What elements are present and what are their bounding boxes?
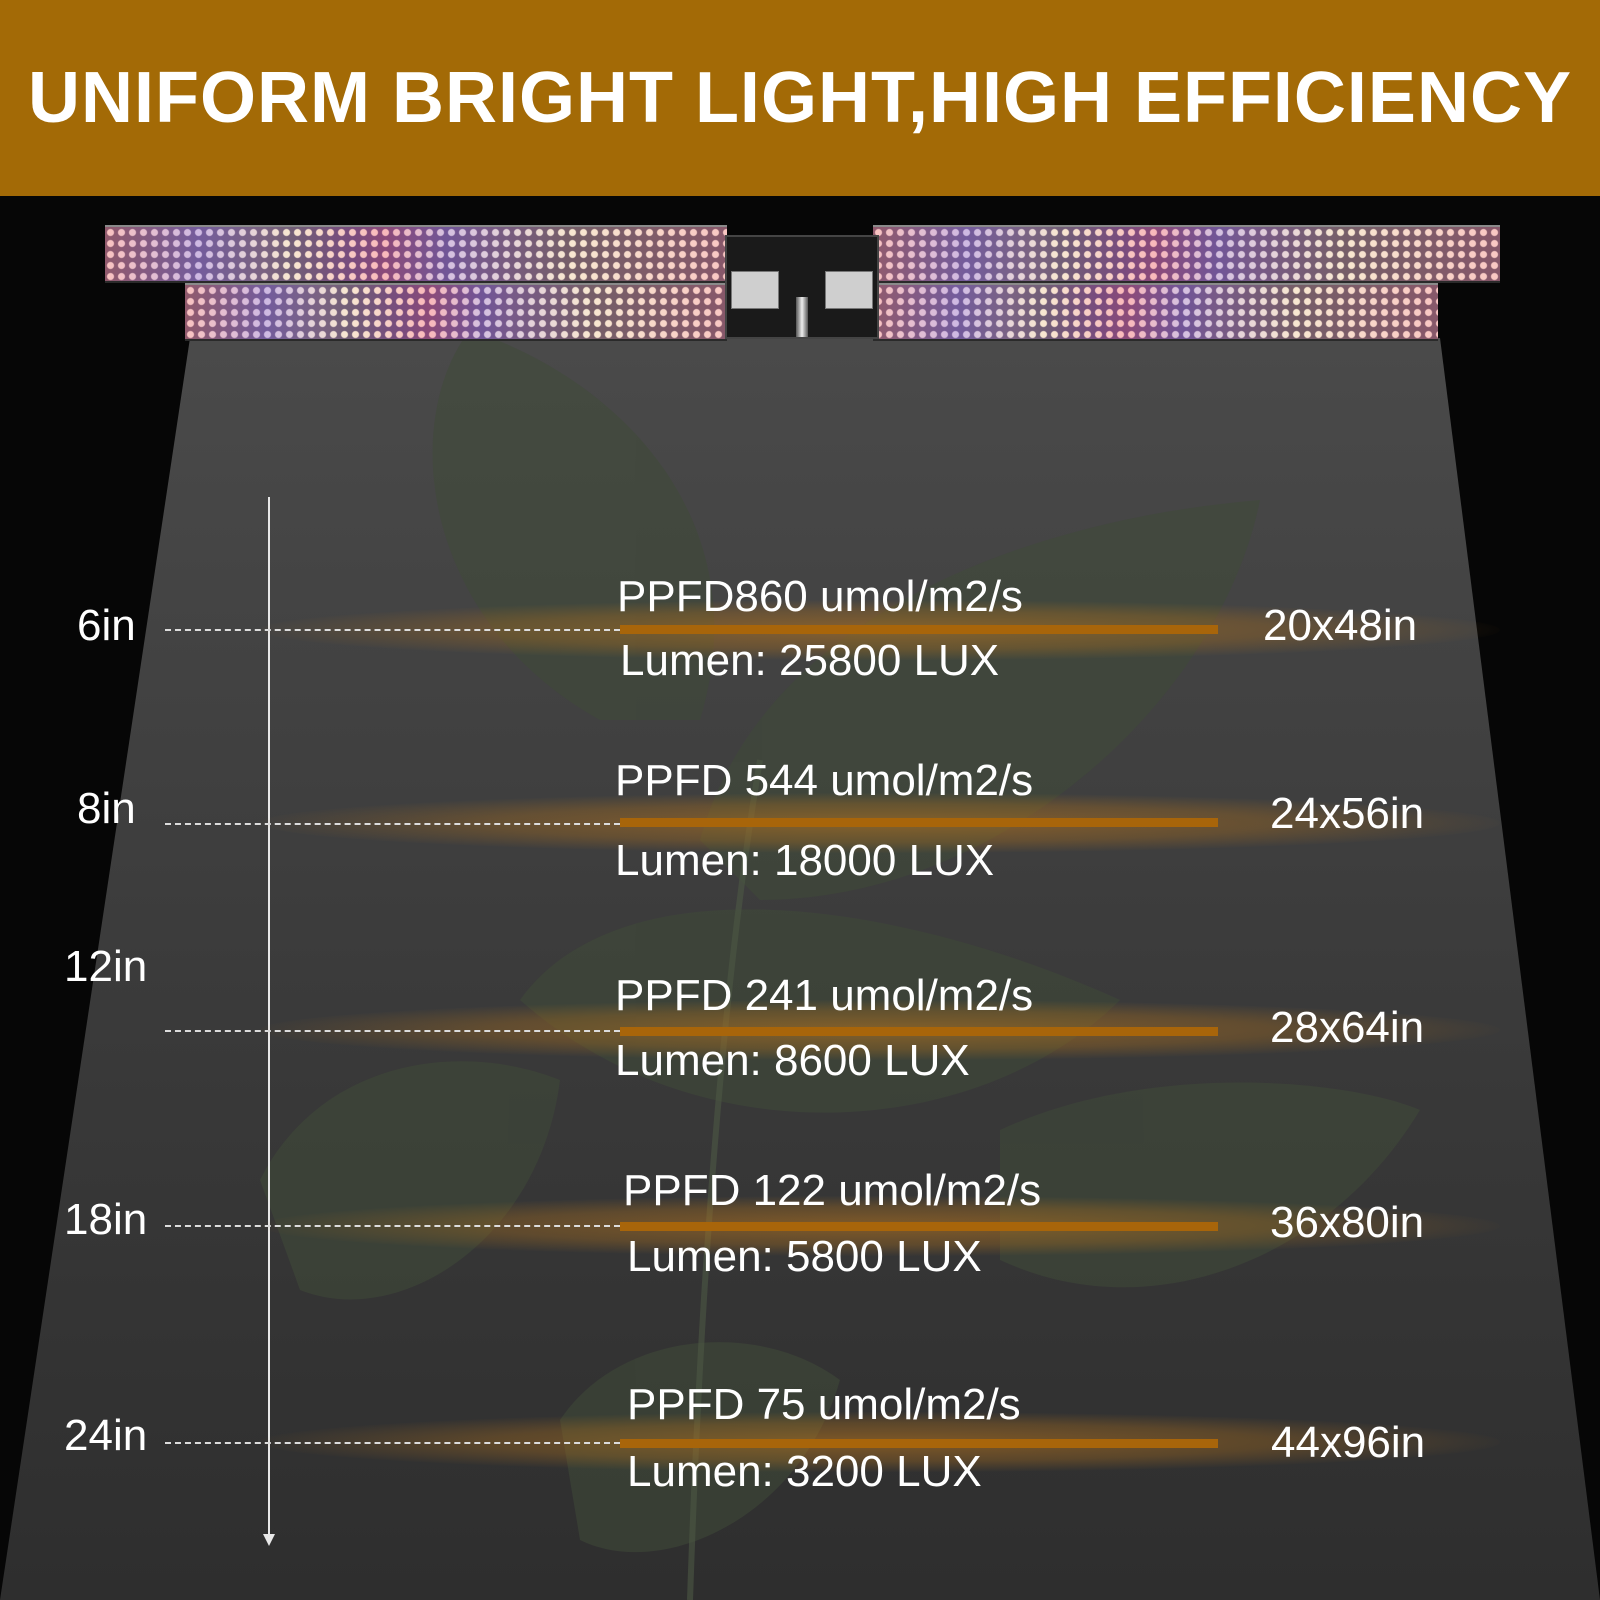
coverage-area: 24x56in (1270, 789, 1425, 838)
height-marker-line (165, 1225, 620, 1227)
driver-box (725, 235, 879, 339)
ppfd-value: PPFD 75 umol/m2/s (627, 1380, 1021, 1429)
lumen-value: Lumen: 18000 LUX (615, 836, 995, 885)
led-panel-bottom-left (185, 283, 727, 341)
led-grow-light-fixture (105, 223, 1500, 341)
intensity-bar (620, 818, 1218, 827)
lumen-value: Lumen: 25800 LUX (620, 636, 1000, 685)
height-marker-line (165, 823, 620, 825)
height-label: 6in (77, 601, 136, 650)
intensity-bar (620, 1222, 1218, 1231)
ppfd-value: PPFD 241 umol/m2/s (615, 971, 1034, 1020)
height-label: 18in (64, 1195, 148, 1244)
distance-axis-line (268, 497, 270, 1540)
coverage-area: 20x48in (1263, 601, 1418, 650)
coverage-area: 28x64in (1270, 1003, 1425, 1052)
lumen-value: Lumen: 8600 LUX (615, 1036, 970, 1085)
height-marker-line (165, 629, 620, 631)
page-title: UNIFORM BRIGHT LIGHT,HIGH EFFICIENCY (28, 58, 1572, 138)
led-panel-top-right (873, 225, 1500, 283)
coverage-area: 44x96in (1271, 1418, 1426, 1467)
lumen-value: Lumen: 3200 LUX (627, 1447, 982, 1496)
arrow-down-icon (263, 1534, 275, 1546)
intensity-bar (620, 1027, 1218, 1036)
coverage-area: 36x80in (1270, 1198, 1425, 1247)
led-panel-top-left (105, 225, 727, 283)
height-label: 8in (77, 784, 136, 833)
height-marker-line (165, 1442, 620, 1444)
header-banner: UNIFORM BRIGHT LIGHT,HIGH EFFICIENCY (0, 0, 1600, 196)
ppfd-value: PPFD 544 umol/m2/s (615, 756, 1034, 805)
intensity-bar (620, 625, 1218, 634)
height-label: 12in (64, 942, 148, 991)
ppfd-value: PPFD 122 umol/m2/s (623, 1166, 1042, 1215)
lumen-value: Lumen: 5800 LUX (627, 1232, 982, 1281)
led-panel-bottom-right (873, 283, 1438, 341)
height-label: 24in (64, 1411, 148, 1460)
ppfd-value: PPFD860 umol/m2/s (617, 572, 1023, 621)
intensity-bar (620, 1439, 1218, 1448)
height-marker-line (165, 1030, 620, 1032)
